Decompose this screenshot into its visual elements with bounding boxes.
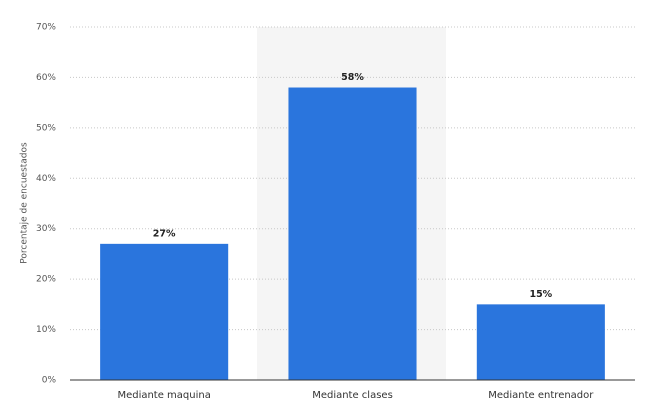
y-tick-label: 30% (36, 224, 56, 234)
bar (288, 87, 417, 380)
y-tick-label: 10% (36, 325, 56, 335)
value-label: 58% (341, 72, 364, 83)
y-axis-label: Porcentaje de encuestados (20, 142, 30, 264)
y-tick-label: 40% (36, 174, 56, 184)
bar (476, 304, 605, 380)
y-tick-label: 50% (36, 123, 56, 133)
y-tick-label: 0% (42, 376, 57, 386)
bar (100, 243, 229, 380)
value-label: 15% (529, 289, 552, 300)
x-tick-label: Mediante entrenador (488, 390, 594, 401)
x-tick-label: Mediante clases (312, 390, 393, 401)
y-tick-label: 70% (36, 23, 56, 33)
x-tick-label: Mediante maquina (117, 390, 210, 401)
y-tick-label: 60% (36, 73, 56, 83)
y-tick-label: 20% (36, 275, 56, 285)
value-label: 27% (153, 228, 176, 239)
